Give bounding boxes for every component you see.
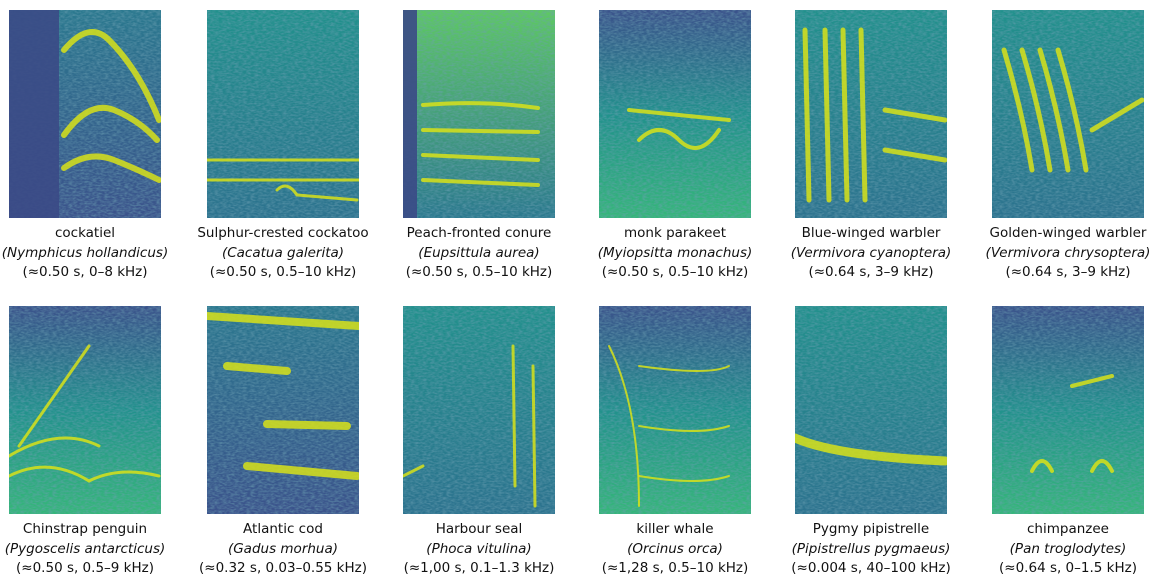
spectrogram-noise [403,10,555,218]
spectrogram-image [403,10,555,218]
spectrogram-panel: Atlantic cod(Gadus morhua)(≈0.32 s, 0.03… [185,306,381,579]
caption-species: (Nymphicus hollandicus) [0,244,183,264]
spectrogram-streak [423,130,538,132]
caption-info: (≈0.50 s, 0.5–10 kHz) [381,263,577,283]
caption-info: (≈0.64 s, 0–1.5 kHz) [970,559,1158,579]
caption: Golden-winged warbler(Vermivora chrysopt… [970,224,1158,283]
spectrogram-image [9,10,161,218]
caption: monk parakeet(Myiopsitta monachus)(≈0.50… [577,224,773,283]
spectrogram-image [403,306,555,514]
spectrogram-panel: Chinstrap penguin(Pygoscelis antarcticus… [0,306,183,579]
spectrogram-image [599,306,751,514]
caption-species: (Cacatua galerita) [185,244,381,264]
caption-name: Blue-winged warbler [773,224,969,244]
spectrogram-image [9,306,161,514]
spectrogram-streak [267,424,347,426]
caption-species: (Phoca vitulina) [381,540,577,560]
spectrogram-panel: cockatiel(Nymphicus hollandicus)(≈0.50 s… [0,10,183,283]
caption-info: (≈1,28 s, 0.5–10 kHz) [577,559,773,579]
caption-name: cockatiel [0,224,183,244]
spectrogram-panel: Harbour seal(Phoca vitulina)(≈1,00 s, 0.… [381,306,577,579]
spectrogram-noise [992,306,1144,514]
caption-info: (≈0.64 s, 3–9 kHz) [773,263,969,283]
caption-info: (≈0.004 s, 40–100 kHz) [773,559,969,579]
caption-species: (Pygoscelis antarcticus) [0,540,183,560]
caption-info: (≈1,00 s, 0.1–1.3 kHz) [381,559,577,579]
spectrogram-streak [533,366,535,506]
caption-name: Chinstrap penguin [0,520,183,540]
spectrogram-panel: Blue-winged warbler(Vermivora cyanoptera… [773,10,969,283]
caption-info: (≈0.64 s, 3–9 kHz) [970,263,1158,283]
spectrogram-image [207,10,359,218]
spectrogram-streak [513,346,515,486]
caption-species: (Gadus morhua) [185,540,381,560]
caption-name: Golden-winged warbler [970,224,1158,244]
caption-name: Pygmy pipistrelle [773,520,969,540]
caption-name: killer whale [577,520,773,540]
spectrogram-panel: Peach-fronted conure(Eupsittula aurea)(≈… [381,10,577,283]
spectrogram-panel: Sulphur-crested cockatoo(Cacatua galerit… [185,10,381,283]
spectrogram-image [207,306,359,514]
caption-species: (Pan troglodytes) [970,540,1158,560]
caption-name: Harbour seal [381,520,577,540]
caption: Chinstrap penguin(Pygoscelis antarcticus… [0,520,183,579]
spectrogram-noise [599,306,751,514]
caption: Sulphur-crested cockatoo(Cacatua galerit… [185,224,381,283]
caption-species: (Myiopsitta monachus) [577,244,773,264]
caption: killer whale(Orcinus orca)(≈1,28 s, 0.5–… [577,520,773,579]
caption-name: Peach-fronted conure [381,224,577,244]
caption: Pygmy pipistrelle(Pipistrellus pygmaeus)… [773,520,969,579]
caption-name: monk parakeet [577,224,773,244]
spectrogram-image [599,10,751,218]
caption-info: (≈0.50 s, 0.5–9 kHz) [0,559,183,579]
caption: Peach-fronted conure(Eupsittula aurea)(≈… [381,224,577,283]
spectrogram-panel: chimpanzee(Pan troglodytes)(≈0.64 s, 0–1… [970,306,1158,579]
caption: Atlantic cod(Gadus morhua)(≈0.32 s, 0.03… [185,520,381,579]
spectrogram-noise [207,306,359,514]
caption: Blue-winged warbler(Vermivora cyanoptera… [773,224,969,283]
caption-species: (Orcinus orca) [577,540,773,560]
spectrogram-image [795,10,947,218]
caption-species: (Pipistrellus pygmaeus) [773,540,969,560]
spectrogram-silence [403,10,417,218]
spectrogram-silence [9,10,59,218]
spectrogram-panel: Pygmy pipistrelle(Pipistrellus pygmaeus)… [773,306,969,579]
spectrogram-image [992,306,1144,514]
caption-name: Sulphur-crested cockatoo [185,224,381,244]
spectrogram-noise [795,306,947,514]
figure: cockatiel(Nymphicus hollandicus)(≈0.50 s… [0,0,1158,578]
caption-name: Atlantic cod [185,520,381,540]
spectrogram-panel: killer whale(Orcinus orca)(≈1,28 s, 0.5–… [577,306,773,579]
caption-info: (≈0.32 s, 0.03–0.55 kHz) [185,559,381,579]
spectrogram-noise [9,306,161,514]
caption-species: (Vermivora cyanoptera) [773,244,969,264]
spectrogram-panel: monk parakeet(Myiopsitta monachus)(≈0.50… [577,10,773,283]
caption-species: (Eupsittula aurea) [381,244,577,264]
caption-info: (≈0.50 s, 0–8 kHz) [0,263,183,283]
caption-species: (Vermivora chrysoptera) [970,244,1158,264]
spectrogram-image [992,10,1144,218]
caption: Harbour seal(Phoca vitulina)(≈1,00 s, 0.… [381,520,577,579]
caption-info: (≈0.50 s, 0.5–10 kHz) [577,263,773,283]
caption: cockatiel(Nymphicus hollandicus)(≈0.50 s… [0,224,183,283]
caption-name: chimpanzee [970,520,1158,540]
spectrogram-panel: Golden-winged warbler(Vermivora chrysopt… [970,10,1158,283]
spectrogram-image [795,306,947,514]
spectrogram-streak [227,366,287,371]
caption-info: (≈0.50 s, 0.5–10 kHz) [185,263,381,283]
caption: chimpanzee(Pan troglodytes)(≈0.64 s, 0–1… [970,520,1158,579]
